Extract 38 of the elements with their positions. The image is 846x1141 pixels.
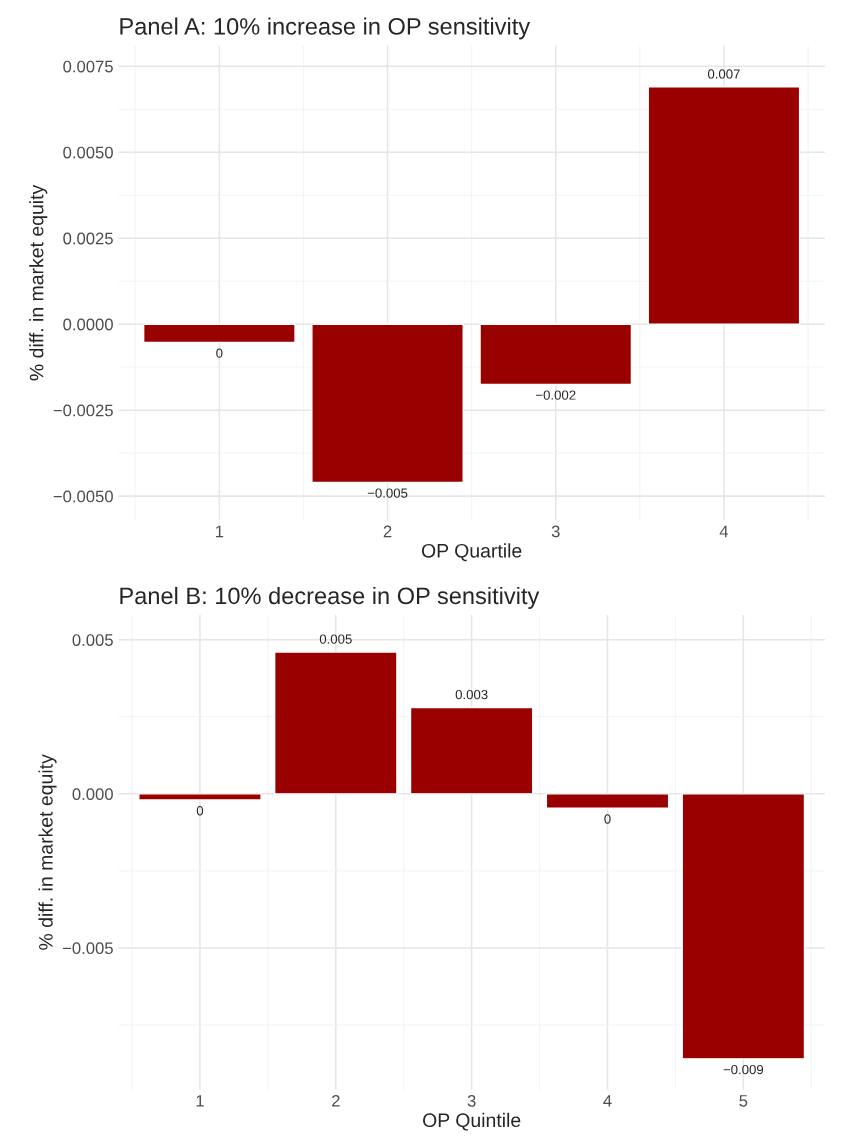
bar xyxy=(138,793,262,801)
y-tick-label: 0.0050 xyxy=(63,146,113,159)
data-label: −0.009 xyxy=(723,1064,764,1075)
x-axis-title: OP Quintile xyxy=(423,1112,521,1131)
data-label: −0.005 xyxy=(367,488,408,498)
x-axis-title: OP Quartile xyxy=(421,543,522,562)
y-tick-label: −0.0025 xyxy=(53,404,113,417)
x-tick-label: 1 xyxy=(196,1095,204,1107)
y-tick-label: 0.0075 xyxy=(63,60,113,73)
data-label: 0.007 xyxy=(707,69,740,79)
bar xyxy=(681,793,806,1060)
data-label: −0.002 xyxy=(536,390,576,400)
y-tick-label: 0.0000 xyxy=(63,318,113,331)
x-tick-label: 4 xyxy=(719,525,729,538)
y-tick-label: −0.0050 xyxy=(53,490,113,503)
bar xyxy=(545,793,670,810)
y-tick-label: −0.005 xyxy=(62,942,113,955)
y-axis-title: % diff. in market equity xyxy=(38,754,57,950)
chart-title: Panel B: 10% decrease in OP sensitivity xyxy=(120,586,540,609)
x-tick-label: 2 xyxy=(383,525,392,538)
x-tick-label: 5 xyxy=(739,1095,748,1107)
x-tick-label: 3 xyxy=(551,525,560,538)
x-tick-label: 3 xyxy=(467,1094,476,1107)
data-label: 0.005 xyxy=(319,634,352,644)
chart-title: Panel A: 10% increase in OP sensitivity xyxy=(120,17,531,40)
y-tick-label: 0.005 xyxy=(72,634,113,646)
x-tick-label: 1 xyxy=(215,525,224,538)
x-tick-label: 2 xyxy=(332,1094,340,1107)
data-label: 0.003 xyxy=(455,689,488,700)
data-label: 0 xyxy=(196,806,204,816)
bar xyxy=(273,651,398,795)
y-axis-title: % diff. in market equity xyxy=(29,184,48,381)
data-label: 0 xyxy=(604,814,611,824)
x-tick-label: 4 xyxy=(603,1095,612,1107)
data-label: 0 xyxy=(216,348,223,358)
bar xyxy=(409,706,534,795)
y-tick-label: 0.000 xyxy=(72,788,113,801)
y-tick-label: 0.0025 xyxy=(63,232,113,245)
